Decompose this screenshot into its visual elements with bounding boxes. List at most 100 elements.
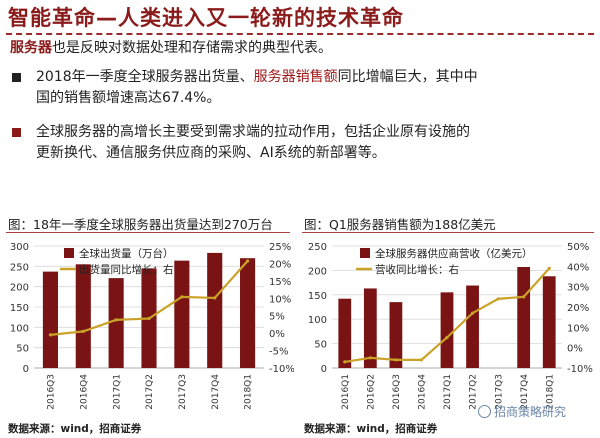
x-tick-label: 2017Q3 xyxy=(494,374,504,410)
legend-bar-label: 全球服务器供应商营收（亿美元） xyxy=(375,247,533,260)
subtitle-highlight: 服务器 xyxy=(10,40,52,56)
bar xyxy=(440,292,454,368)
title-divider xyxy=(6,33,594,35)
x-tick-label: 2016Q3 xyxy=(47,374,57,410)
bullet-1-part-b: 同比增幅巨大，其中中 xyxy=(337,69,478,85)
line-point xyxy=(368,356,372,360)
y-left-tick-label: 300 xyxy=(10,242,29,253)
bullet-2-line-2: 更新换代、通信服务供应商的采购、AI系统的新部署等。 xyxy=(36,145,386,161)
y-left-tick-label: 100 xyxy=(10,323,29,334)
y-left-tick-label: 100 xyxy=(308,315,327,326)
watermark-text: 招商策略研究 xyxy=(494,405,567,419)
legend-bar-swatch xyxy=(360,248,370,258)
line-point xyxy=(445,335,449,340)
bar xyxy=(338,298,352,368)
line-point xyxy=(114,318,118,322)
left-caption-rule xyxy=(6,232,290,233)
legend-line-label: 营收同比增长：右 xyxy=(375,263,459,276)
x-tick-label: 2018Q1 xyxy=(244,374,254,410)
bar xyxy=(517,266,531,368)
y-left-tick-label: 250 xyxy=(10,262,29,273)
y-left-tick-label: 250 xyxy=(308,242,327,253)
legend-bar-label: 全球出货量（万台） xyxy=(79,247,174,260)
bullet-1-part-a: 2018年一季度全球服务器出货量、 xyxy=(36,69,254,85)
legend-line-label: 出货量同比增长：右 xyxy=(79,263,174,276)
y-right-tick-label: 40% xyxy=(567,262,589,273)
bar xyxy=(240,258,256,368)
line-point xyxy=(213,296,217,300)
bullet-1-text: 2018年一季度全球服务器出货量、服务器销售额同比增幅巨大，其中中 国的销售额增… xyxy=(36,67,581,109)
x-tick-label: 2016Q4 xyxy=(418,374,428,410)
y-right-tick-label: 5% xyxy=(269,312,285,323)
line-point xyxy=(147,316,151,321)
line-point xyxy=(245,259,250,263)
bar xyxy=(389,302,403,368)
x-tick-label: 2017Q4 xyxy=(211,374,221,410)
watermark: 招商策略研究 xyxy=(478,403,566,420)
bar xyxy=(207,252,223,368)
bar xyxy=(542,276,556,368)
x-tick-label: 2016Q4 xyxy=(79,374,89,410)
bullet-2: 全球服务器的高增长主要受到需求端的拉动作用，包括企业原有设施的 更新换代、通信服… xyxy=(12,122,582,166)
bullet-1-line-2: 国的销售额增速高达67.4%。 xyxy=(36,90,221,106)
bar xyxy=(75,264,91,368)
x-tick-label: 2017Q4 xyxy=(520,374,530,410)
legend-bar-swatch xyxy=(64,248,74,258)
bar xyxy=(466,285,479,368)
y-right-tick-label: 0% xyxy=(567,344,583,355)
line-point xyxy=(81,329,85,333)
left-chart-caption: 图：18年一季度全球服务器出货量达到270万台 xyxy=(8,217,273,232)
revenue-chart: 0 50 100 150 200 250 -10% 0% 10% 20% 30% 40% 50% 2016… xyxy=(308,242,593,410)
y-left-tick-label: 50 xyxy=(16,344,29,355)
y-right-tick-label: -10% xyxy=(269,364,294,375)
slide-title: 智能革命—人类进入又一轮新的技术革命 xyxy=(8,6,404,30)
y-right-tick-label: 50% xyxy=(567,242,589,253)
line-point xyxy=(522,295,526,299)
x-tick-label: 2017Q2 xyxy=(145,374,155,410)
line-point xyxy=(419,358,424,362)
y-left-tick-label: 0 xyxy=(321,364,327,375)
y-right-tick-label: -10% xyxy=(567,364,593,375)
right-chart-source: 数据来源：wind，招商证券 xyxy=(304,423,438,435)
line-point xyxy=(470,311,475,315)
y-left-tick-label: 200 xyxy=(308,266,327,277)
bullet-2-line-1: 全球服务器的高增长主要受到需求端的拉动作用，包括企业原有设施的 xyxy=(36,124,470,140)
y-left-tick-label: 200 xyxy=(10,283,29,294)
y-right-tick-label: -5% xyxy=(269,347,288,358)
y-right-tick-label: 25% xyxy=(269,242,291,253)
line-point xyxy=(180,295,184,299)
slide-subtitle: 服务器也是反映对数据处理和存储需求的典型代表。 xyxy=(10,37,332,57)
bullet-1: 2018年一季度全球服务器出货量、服务器销售额同比增幅巨大，其中中 国的销售额增… xyxy=(12,67,582,111)
y-right-tick-label: 15% xyxy=(269,277,291,288)
y-right-tick-label: 0% xyxy=(269,329,285,340)
y-left-tick-label: 0 xyxy=(23,364,29,375)
square-bullet-icon xyxy=(12,128,21,137)
bar xyxy=(363,288,377,368)
right-caption-rule xyxy=(302,232,594,233)
x-tick-label: 2018Q1 xyxy=(545,374,555,410)
line-point xyxy=(547,266,551,270)
x-tick-label: 2016Q1 xyxy=(341,374,351,410)
y-left-tick-label: 150 xyxy=(10,303,29,314)
bar xyxy=(174,260,190,368)
bar xyxy=(108,278,124,368)
line-point xyxy=(48,333,53,337)
y-right-tick-label: 10% xyxy=(269,294,291,305)
y-right-tick-label: 10% xyxy=(567,323,589,334)
x-tick-label: 2017Q1 xyxy=(443,374,453,410)
x-tick-label: 2016Q3 xyxy=(392,374,402,410)
y-left-tick-label: 150 xyxy=(308,291,327,302)
line-point xyxy=(394,358,398,362)
left-chart-source: 数据来源：wind，招商证券 xyxy=(8,423,142,435)
line-point xyxy=(343,360,347,364)
x-tick-label: 2016Q2 xyxy=(366,374,376,410)
y-right-tick-label: 30% xyxy=(567,283,589,294)
y-left-tick-label: 50 xyxy=(314,340,327,351)
subtitle-text: 也是反映对数据处理和存储需求的典型代表。 xyxy=(52,40,332,56)
bar xyxy=(42,271,58,368)
shipment-chart: 0 50 100 150 200 250 300 -10% -5% 0% 5% 10% 15% 20% 25… xyxy=(10,242,294,410)
x-tick-label: 2017Q2 xyxy=(469,374,479,410)
y-right-tick-label: 20% xyxy=(567,303,589,314)
wechat-icon xyxy=(478,405,491,418)
y-right-tick-label: 20% xyxy=(269,259,291,270)
